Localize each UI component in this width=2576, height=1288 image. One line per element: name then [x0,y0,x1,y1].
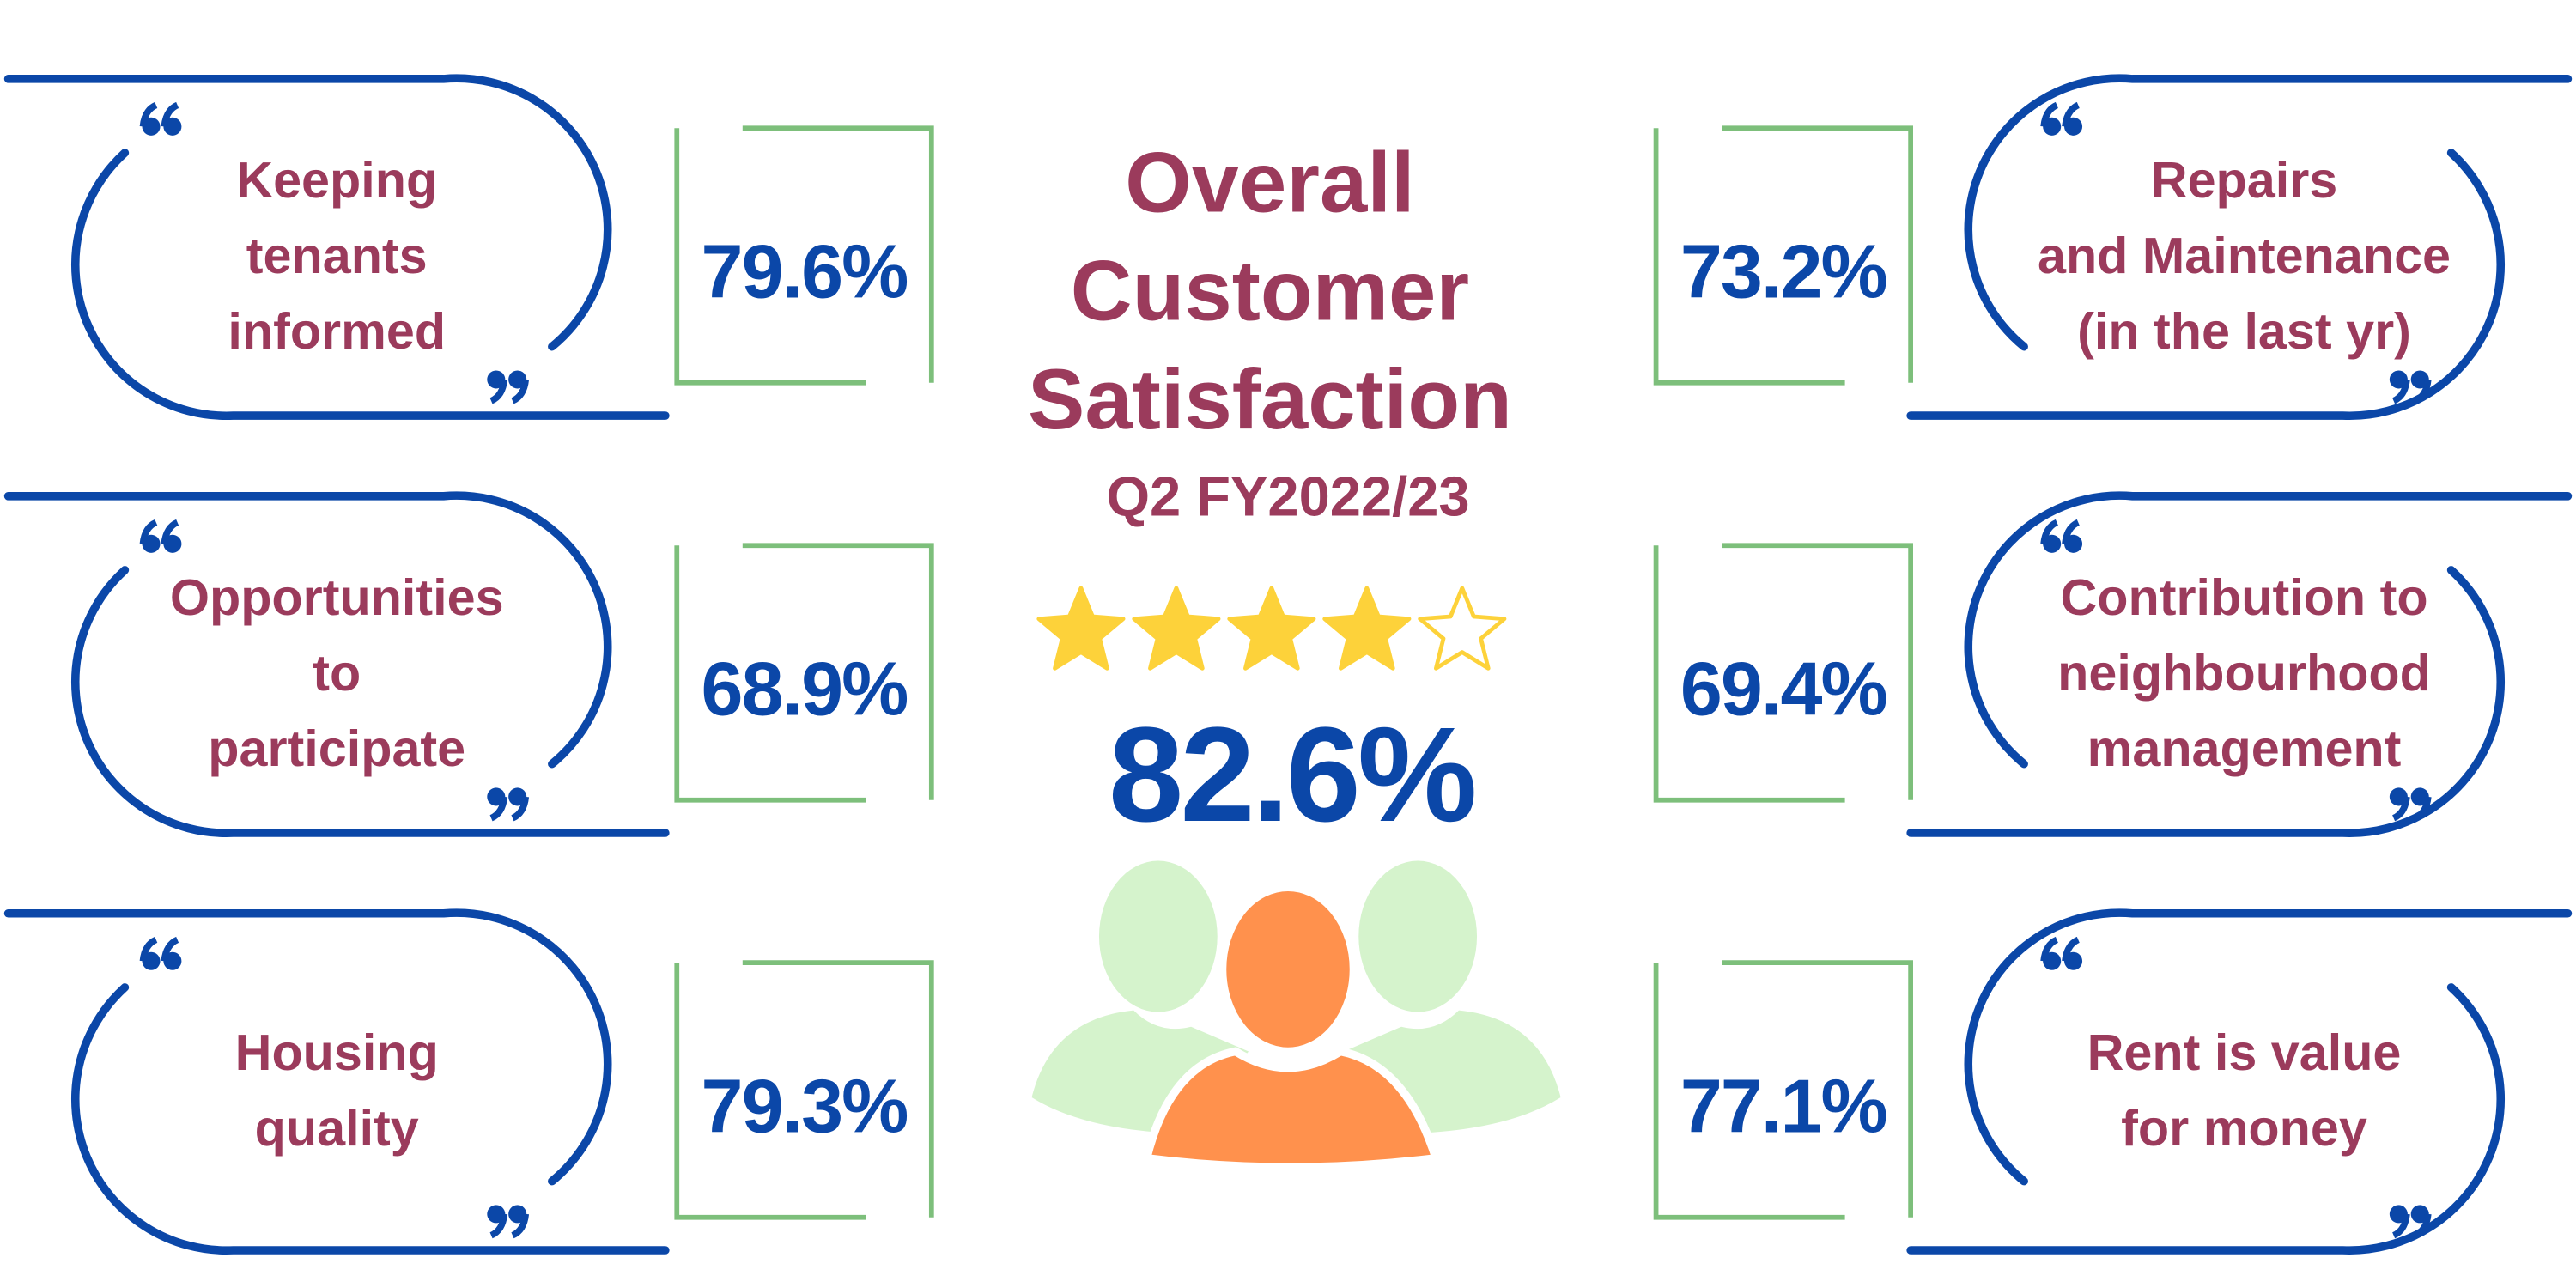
item-card: Opportunities to participate 68.9% [3,491,934,837]
quote-tail [161,519,179,544]
quote-tail [2040,101,2059,127]
quote-tail [2040,936,2059,962]
item-label: and Maintenance [2038,227,2451,284]
item-value: 69.4% [1680,647,1886,732]
value-box [1653,543,1913,803]
title-line: Customer [1071,244,1469,339]
quote-tail [2391,379,2410,404]
quote-tail [511,379,530,404]
item-label: tenants [246,227,428,284]
item-label: Housing [235,1024,439,1081]
quote-tail [2040,519,2059,544]
quote-frame [3,74,612,351]
quote-frame [1964,491,2573,769]
item-card: Rent is value for money 77.1% [1653,908,2573,1255]
value-box [1653,125,1913,386]
people-icon [1031,860,1561,1172]
quote-frame [3,908,612,1186]
title-line: Satisfaction [1028,352,1512,447]
quote-tail [2413,379,2432,404]
quote-frame [1906,983,2506,1255]
item-label: informed [228,302,446,360]
quote-frame [1964,908,2573,1186]
quote-tail [2062,519,2081,544]
quote-frame [1964,74,2573,351]
item-value: 79.6% [702,229,908,314]
value-box [674,960,934,1220]
item-card: Contribution to neighbourhood management 69… [1653,491,2573,837]
item-card: Housing quality 79.3% [3,908,934,1255]
quote-tail [489,796,508,822]
quote-tail [2391,796,2410,822]
rating-star [1322,586,1412,671]
item-label: (in the last yr) [2077,302,2411,360]
quote-tail [2062,101,2081,127]
value-box [674,125,934,386]
rating-star [1132,586,1221,671]
quote-tail [2062,936,2081,962]
rating-star [1227,586,1316,671]
item-label: Rent is value [2087,1024,2402,1081]
item-label: neighbourhood [2057,644,2431,702]
quote-tail [2391,1213,2410,1239]
quote-frame [70,983,670,1255]
quote-tail [139,101,158,127]
quote-tail [489,379,508,404]
rating-star [1036,586,1126,671]
quote-frame [3,491,612,769]
quote-frame [1906,566,2506,837]
item-label: for money [2121,1099,2367,1157]
value-box [1653,960,1913,1220]
quote-frame [1906,149,2506,420]
quote-tail [139,519,158,544]
item-label: Keeping [236,151,437,209]
item-label: to [313,644,361,702]
item-value: 73.2% [1680,229,1886,314]
item-label: Contribution to [2060,568,2427,626]
quote-frame [70,149,670,420]
quote-tail [161,936,179,962]
quote-tail [511,796,530,822]
title-line: Overall [1125,135,1414,230]
item-label: management [2087,720,2402,777]
item-label: Repairs [2151,151,2338,209]
value-box [674,543,934,803]
quote-tail [2413,1213,2432,1239]
item-card: Repairs and Maintenance (in the last yr) 73… [1653,74,2573,420]
item-label: Opportunities [170,568,504,626]
quote-tail [2413,796,2432,822]
quote-tail [489,1213,508,1239]
subtitle: Q2 FY2022/23 [1106,465,1469,528]
overall-value: 82.6% [1109,700,1474,850]
quote-tail [511,1213,530,1239]
rating-star [1418,586,1507,671]
item-label: quality [255,1099,419,1157]
item-label: participate [208,720,465,777]
quote-tail [161,101,179,127]
item-card: Keeping tenants informed 79.6% [3,74,934,420]
quote-tail [139,936,158,962]
item-value: 68.9% [702,647,908,732]
item-value: 77.1% [1680,1064,1886,1149]
item-value: 79.3% [702,1064,908,1149]
quote-frame [70,566,670,837]
